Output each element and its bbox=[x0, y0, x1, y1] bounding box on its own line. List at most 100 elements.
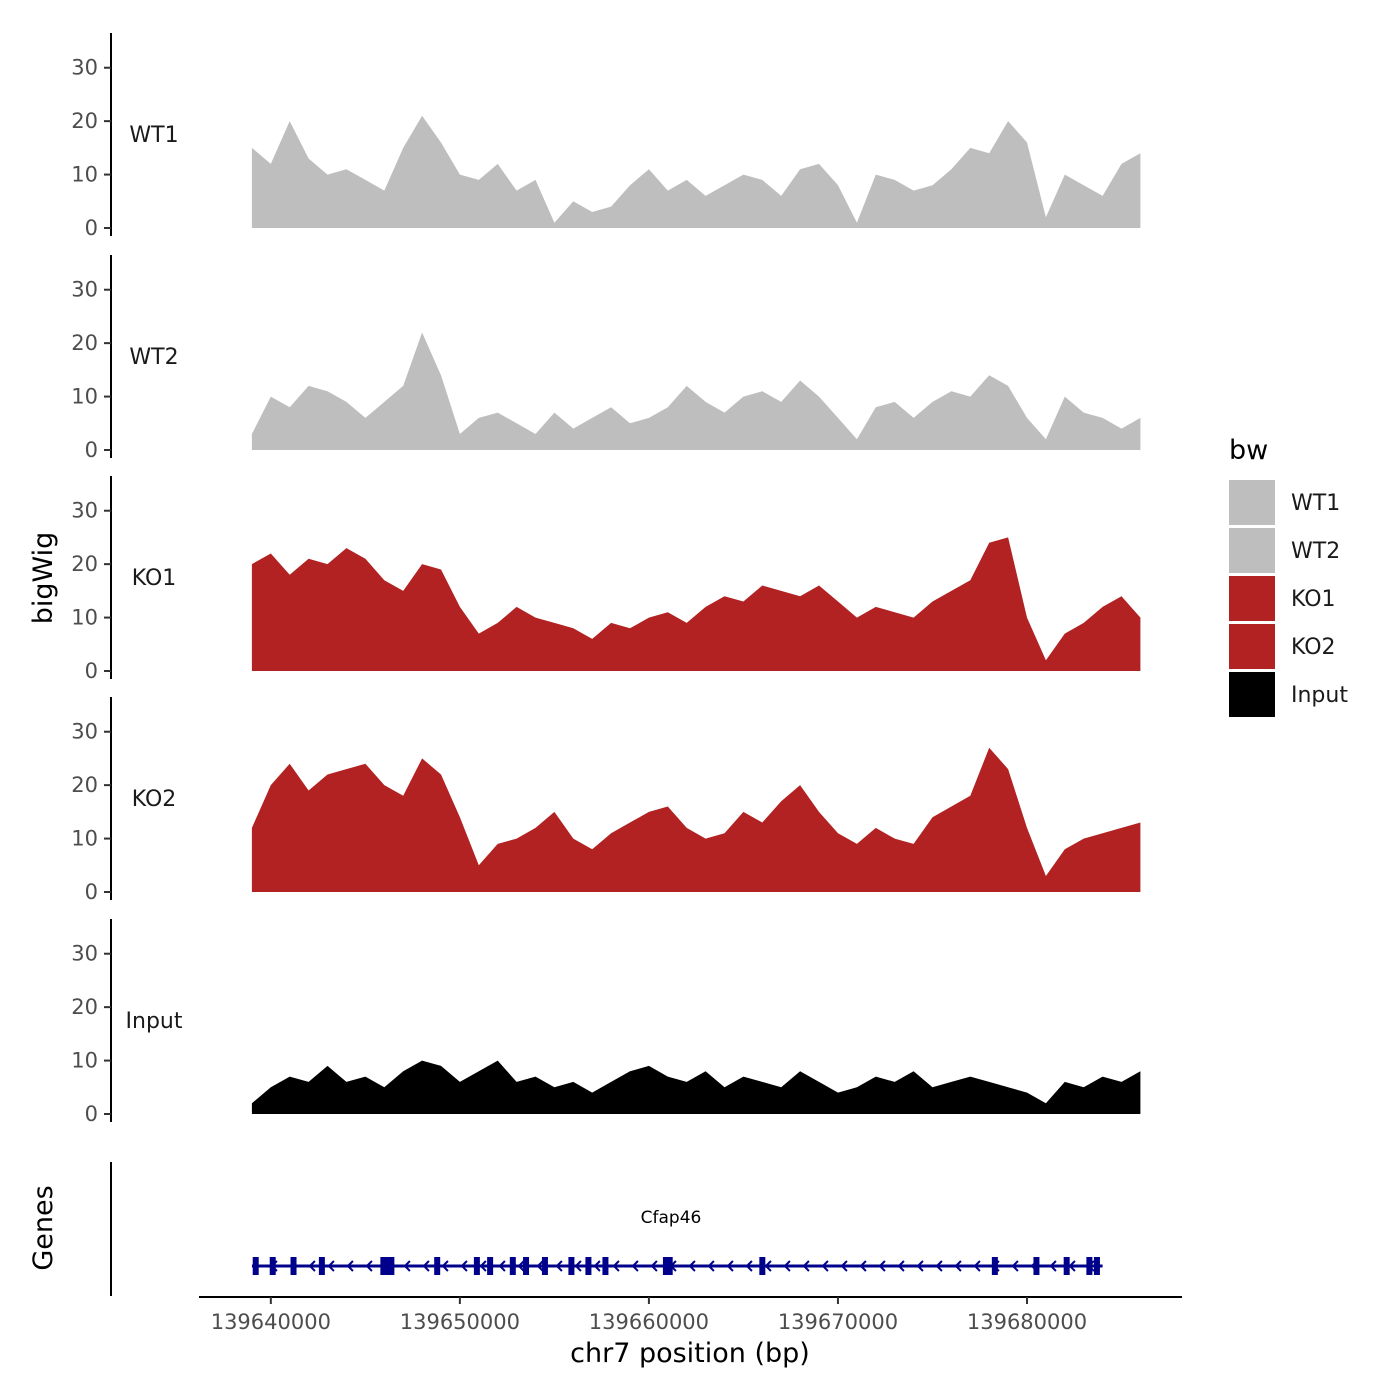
exon-block bbox=[380, 1257, 395, 1275]
y-tick-label: 0 bbox=[85, 659, 98, 683]
legend: bw WT1 WT2 KO1 KO2 Input bbox=[1229, 435, 1348, 717]
exon-block bbox=[318, 1257, 325, 1275]
y-tick-label: 10 bbox=[71, 385, 98, 409]
series-area-input bbox=[251, 1060, 1141, 1114]
strand-arrow bbox=[593, 1260, 601, 1272]
x-tick-label: 139650000 bbox=[400, 1310, 520, 1334]
panel-wt2: 0 10 20 30 WT2 bbox=[71, 255, 1141, 462]
y-axis-title-group: bigWig bbox=[28, 532, 59, 625]
legend-label: Input bbox=[1291, 683, 1348, 708]
y-tick-label: 10 bbox=[71, 163, 98, 187]
x-tick-label: 139680000 bbox=[967, 1310, 1087, 1334]
strand-arrow bbox=[479, 1260, 487, 1272]
legend-label: KO2 bbox=[1291, 635, 1336, 660]
strand-arrow bbox=[403, 1260, 411, 1272]
y-tick-label: 0 bbox=[85, 438, 98, 462]
strand-arrow bbox=[574, 1260, 582, 1272]
x-tick-label: 139660000 bbox=[589, 1310, 709, 1334]
strand-arrow bbox=[897, 1260, 905, 1272]
exon-block bbox=[585, 1257, 592, 1275]
strand-arrow bbox=[536, 1260, 544, 1272]
gene-label: Cfap46 bbox=[641, 1208, 702, 1228]
strand-arrow bbox=[707, 1260, 715, 1272]
exon-block bbox=[473, 1257, 480, 1275]
y-tick-label: 30 bbox=[71, 942, 98, 966]
y-tick-label: 10 bbox=[71, 1049, 98, 1073]
strand-arrow bbox=[821, 1260, 829, 1272]
strand-arrow bbox=[840, 1260, 848, 1272]
y-tick-label: 20 bbox=[71, 995, 98, 1019]
legend-items: WT1 WT2 KO1 KO2 Input bbox=[1229, 480, 1348, 717]
strand-arrow bbox=[1011, 1260, 1019, 1272]
strand-arrow bbox=[517, 1260, 525, 1272]
exon-block bbox=[568, 1257, 575, 1275]
y-tick-label: 30 bbox=[71, 278, 98, 302]
strand-arrow bbox=[783, 1260, 791, 1272]
strand-arrow bbox=[460, 1260, 468, 1272]
strand-arrow bbox=[973, 1260, 981, 1272]
exon-block bbox=[434, 1257, 441, 1275]
y-tick-label: 20 bbox=[71, 109, 98, 133]
x-axis-title: chr7 position (bp) bbox=[570, 1338, 810, 1369]
legend-key-wt2 bbox=[1229, 528, 1275, 573]
strand-arrow bbox=[327, 1260, 335, 1272]
y-tick-label: 10 bbox=[71, 606, 98, 630]
series-area-ko1 bbox=[251, 537, 1141, 671]
legend-title: bw bbox=[1229, 435, 1268, 466]
exon-block bbox=[541, 1257, 548, 1275]
strand-arrow bbox=[365, 1260, 373, 1272]
exon-block bbox=[290, 1257, 297, 1275]
panel-input: 0 10 20 30 Input bbox=[71, 919, 1141, 1126]
strand-arrow bbox=[935, 1260, 943, 1272]
exon-block bbox=[269, 1257, 276, 1275]
series-area-ko2 bbox=[251, 747, 1141, 892]
series-area-wt2 bbox=[251, 332, 1141, 450]
exon-block bbox=[662, 1257, 669, 1275]
legend-key-ko2 bbox=[1229, 624, 1275, 669]
strand-arrow bbox=[878, 1260, 886, 1272]
y-tick-label: 30 bbox=[71, 720, 98, 744]
strand-arrow bbox=[859, 1260, 867, 1272]
exon-block bbox=[1093, 1257, 1100, 1275]
legend-label: WT1 bbox=[1291, 491, 1340, 516]
panel-label: KO1 bbox=[132, 566, 177, 591]
y-tick-label: 20 bbox=[71, 552, 98, 576]
y-tick-label: 0 bbox=[85, 1102, 98, 1126]
exon-block bbox=[523, 1257, 530, 1275]
genes-track: Genes Cfap46 bbox=[28, 1162, 1103, 1296]
y-tick-label: 10 bbox=[71, 827, 98, 851]
legend-key-input bbox=[1229, 672, 1275, 717]
strand-arrow bbox=[308, 1260, 316, 1272]
x-axis: 139640000 139650000 139660000 139670000 1396… bbox=[199, 1296, 1182, 1369]
x-ticks: 139640000 139650000 139660000 139670000 1396… bbox=[211, 1297, 1087, 1334]
exon-block bbox=[602, 1257, 609, 1275]
exon-block bbox=[487, 1257, 494, 1275]
strand-arrow bbox=[650, 1260, 658, 1272]
bigwig-panels: 0 10 20 30 WT1 0 10 20 30 WT2 0 10 20 30 KO1 0 10 20 30 KO2… bbox=[71, 33, 1141, 1126]
exon-block bbox=[1033, 1257, 1040, 1275]
strand-arrow bbox=[612, 1260, 620, 1272]
y-tick-label: 20 bbox=[71, 331, 98, 355]
panel-label: WT2 bbox=[129, 345, 178, 370]
panel-wt1: 0 10 20 30 WT1 bbox=[71, 33, 1141, 240]
gene-model bbox=[251, 1257, 1103, 1275]
panel-label: KO2 bbox=[132, 787, 177, 812]
series-area-wt1 bbox=[251, 115, 1141, 228]
exon-block bbox=[1086, 1257, 1093, 1275]
y-axis-title: bigWig bbox=[28, 532, 59, 625]
y-tick-label: 0 bbox=[85, 880, 98, 904]
strand-arrow bbox=[954, 1260, 962, 1272]
strand-arrow bbox=[802, 1260, 810, 1272]
y-tick-label: 30 bbox=[71, 499, 98, 523]
x-tick-label: 139640000 bbox=[211, 1310, 331, 1334]
genes-track-title: Genes bbox=[28, 1185, 59, 1270]
y-tick-label: 20 bbox=[71, 773, 98, 797]
strand-arrow bbox=[726, 1260, 734, 1272]
exon-block bbox=[1063, 1257, 1070, 1275]
strand-arrow bbox=[688, 1260, 696, 1272]
strand-arrow bbox=[441, 1260, 449, 1272]
y-tick-label: 30 bbox=[71, 56, 98, 80]
strand-arrow bbox=[916, 1260, 924, 1272]
exon-block bbox=[759, 1257, 766, 1275]
